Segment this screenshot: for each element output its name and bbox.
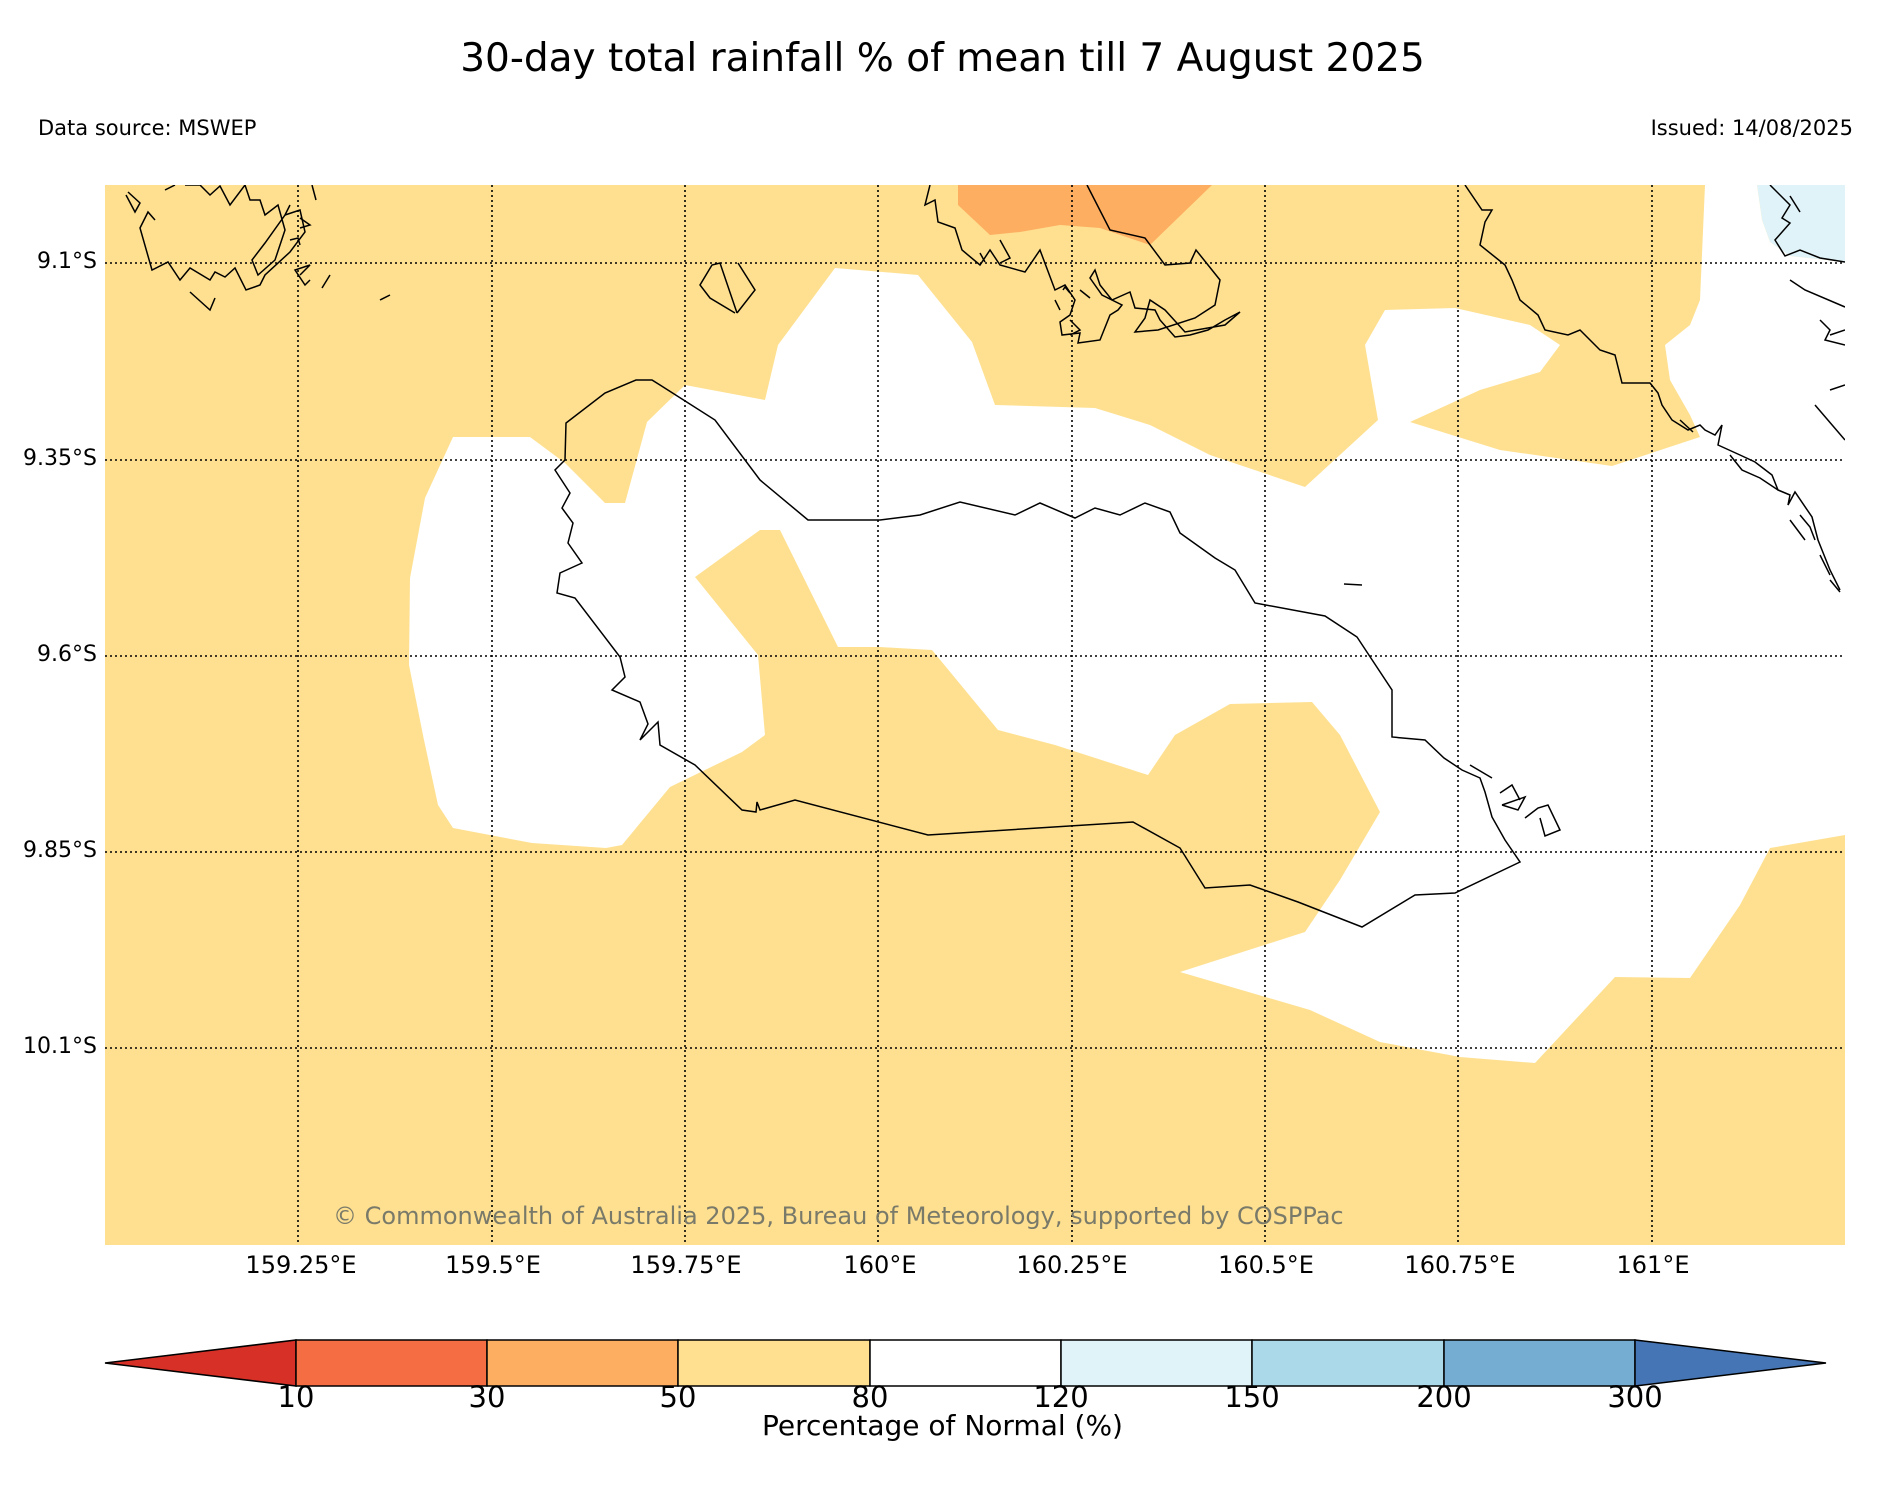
colorbar-bin-above-300 [1634,1339,1827,1387]
colorbar-bin-150-200 [1251,1339,1445,1387]
colorbar-tick: 300 [1607,1380,1663,1414]
colorbar-bin-30-50 [486,1339,679,1387]
colorbar-bin-10-30 [295,1339,488,1387]
lat-label: 9.6°S [37,642,97,667]
lon-label: 159.25°E [245,1251,357,1279]
colorbar-tick: 120 [1033,1380,1089,1414]
colorbar-tick: 200 [1416,1380,1472,1414]
rainfall-region-30-50 [958,185,1212,245]
copyright-watermark: © Commonwealth of Australia 2025, Bureau… [333,1202,1344,1230]
colorbar-bin-120-150 [1060,1339,1253,1387]
colorbar-label: Percentage of Normal (%) [762,1409,1123,1442]
colorbar-tick: 150 [1224,1380,1280,1414]
colorbar-tick: 80 [851,1380,889,1414]
rainfall-region-80-120 [409,185,1845,1063]
colorbar-bin-50-80 [677,1339,871,1387]
lon-label: 160.75°E [1404,1251,1516,1279]
lat-label: 9.85°S [23,838,97,863]
data-source-label: Data source: MSWEP [38,116,257,140]
colorbar-tick: 50 [659,1380,697,1414]
lon-label: 160°E [843,1251,917,1279]
lat-label: 10.1°S [23,1034,97,1059]
colorbar-tick: 10 [277,1380,315,1414]
lon-label: 161°E [1616,1251,1690,1279]
lon-label: 159.5°E [445,1251,541,1279]
issued-date-label: Issued: 14/08/2025 [1650,116,1853,140]
lon-label: 159.75°E [630,1251,742,1279]
lon-label: 160.25°E [1016,1251,1128,1279]
graticule [105,185,1845,1245]
lat-label: 9.35°S [23,446,97,471]
colorbar-tick: 30 [468,1380,506,1414]
coastline [125,185,1845,928]
colorbar [104,1339,1827,1387]
lon-label: 160.5°E [1218,1251,1314,1279]
colorbar-bin-below-10 [104,1339,297,1387]
rainfall-region-120-150 [1757,185,1845,262]
map-title: 30-day total rainfall % of mean till 7 A… [460,36,1425,81]
lat-label: 9.1°S [37,249,97,274]
colorbar-bin-80-120 [869,1339,1062,1387]
